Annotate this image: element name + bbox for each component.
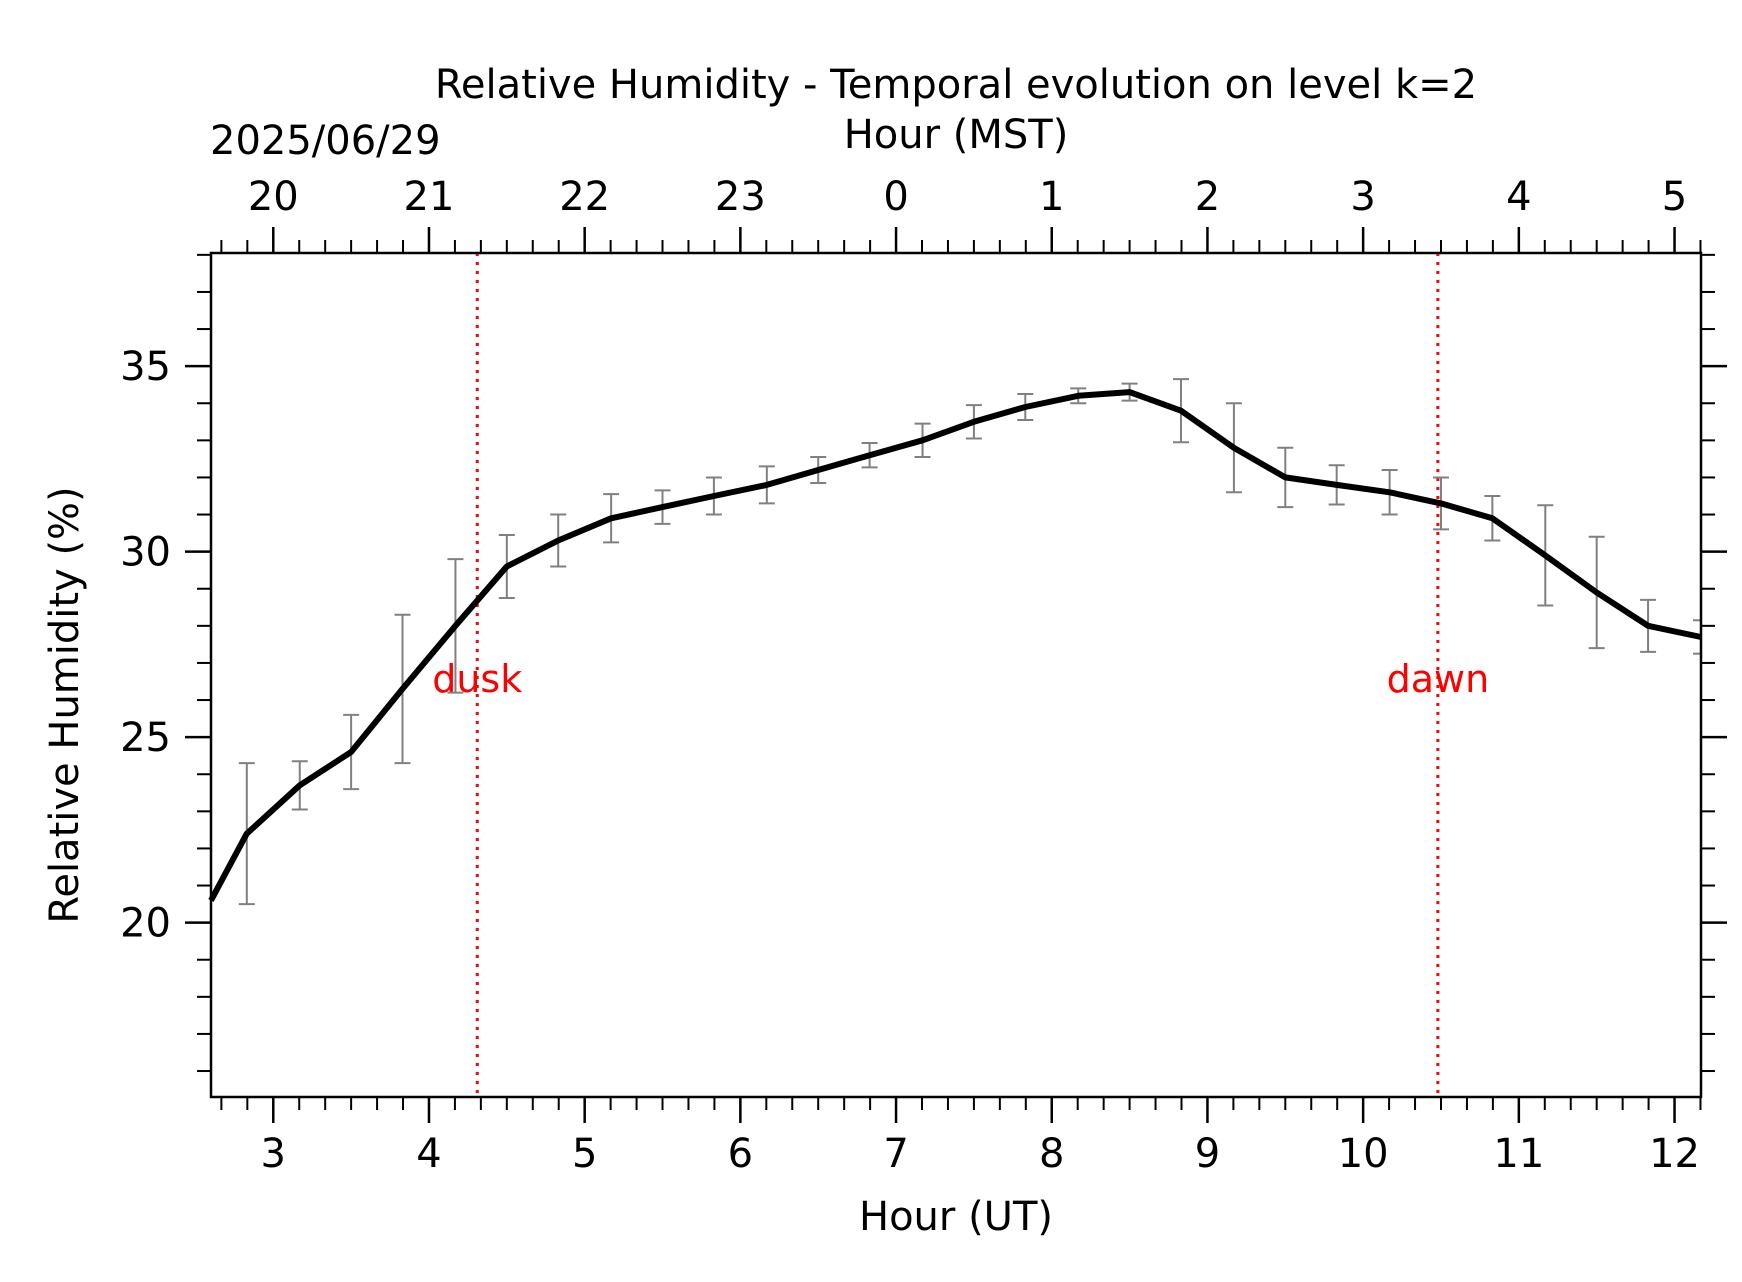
top-axis-ticks [220, 227, 1702, 253]
x2-tick-label: 23 [715, 174, 766, 220]
left-axis-ticks [185, 253, 211, 1073]
x2-tick-label: 21 [404, 174, 455, 220]
x-tick-label: 7 [883, 1131, 908, 1177]
x2-tick-label: 20 [248, 174, 299, 220]
x2-tick-label: 3 [1350, 174, 1375, 220]
data-lines [208, 389, 1702, 902]
x-tick-label: 5 [572, 1131, 597, 1177]
bottom-axis-ticks [220, 1097, 1702, 1123]
error-bars [238, 378, 1702, 906]
x-tick-label: 9 [1195, 1131, 1220, 1177]
x-tick-label: 3 [261, 1131, 286, 1177]
event-markers: dusk dawn [432, 253, 1489, 1097]
x-tick-label: 4 [416, 1131, 441, 1177]
x2-tick-label: 4 [1506, 174, 1531, 220]
right-axis-ticks [1701, 253, 1727, 1073]
x-axis-label: Hour (UT) [859, 1194, 1053, 1240]
x2-tick-label: 0 [883, 174, 908, 220]
x2-tick-label: 2 [1195, 174, 1220, 220]
y-tick-label: 35 [120, 344, 171, 390]
y-tick-label: 25 [120, 715, 171, 761]
bottom-tick-labels: 3 4 5 6 7 8 9 10 11 12 [261, 1131, 1700, 1177]
top-tick-labels: 20 21 22 23 0 1 2 3 4 5 [248, 174, 1687, 220]
event-label-dawn: dawn [1387, 657, 1490, 701]
x-tick-label: 12 [1649, 1131, 1700, 1177]
x-tick-label: 10 [1338, 1131, 1389, 1177]
x2-tick-label: 5 [1662, 174, 1687, 220]
x-tick-label: 6 [728, 1131, 753, 1177]
y-tick-label: 20 [120, 901, 171, 947]
left-tick-labels: 20 25 30 35 [120, 344, 171, 946]
top-axis-label: Hour (MST) [844, 112, 1069, 158]
x2-tick-label: 1 [1039, 174, 1064, 220]
event-label-dusk: dusk [432, 657, 522, 701]
x-tick-label: 8 [1039, 1131, 1064, 1177]
chart-title: Relative Humidity - Temporal evolution o… [435, 62, 1477, 108]
x-tick-label: 11 [1493, 1131, 1544, 1177]
y-tick-label: 30 [120, 530, 171, 576]
x2-tick-label: 22 [559, 174, 610, 220]
plot-frame [209, 251, 1703, 1099]
date-label: 2025/06/29 [210, 118, 441, 164]
series-line [208, 389, 1702, 902]
y-axis-label: Relative Humidity (%) [42, 486, 88, 923]
